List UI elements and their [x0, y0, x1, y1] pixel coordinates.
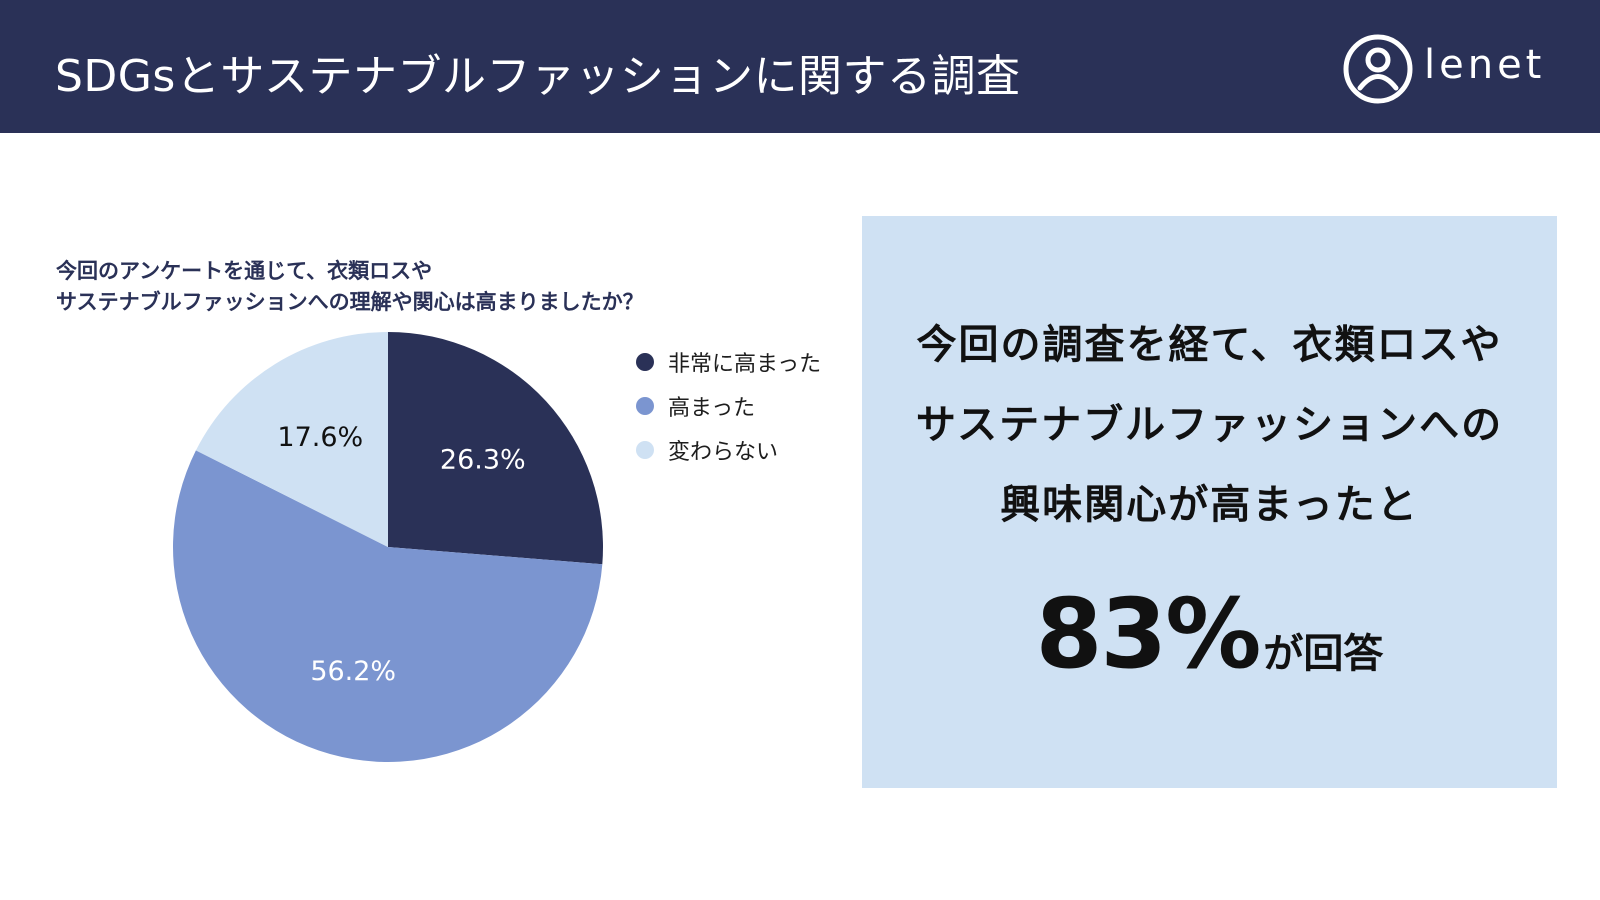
pie-slice-label-1: 26.3%	[440, 445, 526, 476]
legend-item: 非常に高まった	[636, 340, 821, 384]
survey-question: 今回のアンケートを通じて、衣類ロスや サステナブルファッションへの理解や関心は高…	[56, 256, 644, 318]
pie-slice-1	[388, 332, 603, 565]
stat-suffix: が回答	[1263, 631, 1384, 677]
header-bar: SDGsとサステナブルファッションに関する調査 lenet	[0, 0, 1600, 133]
pie-slice-label-2: 56.2%	[310, 656, 396, 687]
legend-label: 高まった	[668, 396, 756, 421]
question-line-2: サステナブルファッションへの理解や関心は高まりましたか？	[56, 290, 644, 314]
pie-slice-2	[172, 450, 603, 763]
person-circle-icon	[1343, 34, 1413, 104]
callout-line-1: 今回の調査を経て、衣類ロスや	[916, 322, 1503, 368]
legend-swatch	[636, 353, 654, 371]
legend-swatch	[636, 441, 654, 459]
summary-callout: 今回の調査を経て、衣類ロスや サステナブルファッションへの 興味関心が高まったと…	[862, 216, 1557, 788]
legend-item: 変わらない	[636, 428, 821, 472]
pie-chart: 26.3% 56.2% 17.6%	[172, 332, 603, 763]
chart-legend: 非常に高まった 高まった変わらない	[636, 340, 821, 472]
brand-logo: lenet	[1342, 33, 1552, 105]
legend-label: 非常に高まった	[668, 352, 822, 377]
pie-slice-3	[195, 332, 388, 547]
callout-line-3: 興味関心が高まったと	[1000, 482, 1419, 528]
callout-line-2: サステナブルファッションへの	[915, 402, 1504, 448]
stat-value: 83%	[1035, 578, 1262, 690]
legend-label: 変わらない	[668, 440, 779, 465]
legend-swatch	[636, 397, 654, 415]
page-title: SDGsとサステナブルファッションに関する調査	[55, 51, 1021, 102]
logo-text: lenet	[1424, 42, 1546, 88]
pie-slice-label-3: 17.6%	[277, 422, 363, 453]
legend-item: 高まった	[636, 384, 821, 428]
question-line-1: 今回のアンケートを通じて、衣類ロスや	[56, 259, 433, 283]
callout-stat: 83% が回答	[862, 578, 1557, 690]
